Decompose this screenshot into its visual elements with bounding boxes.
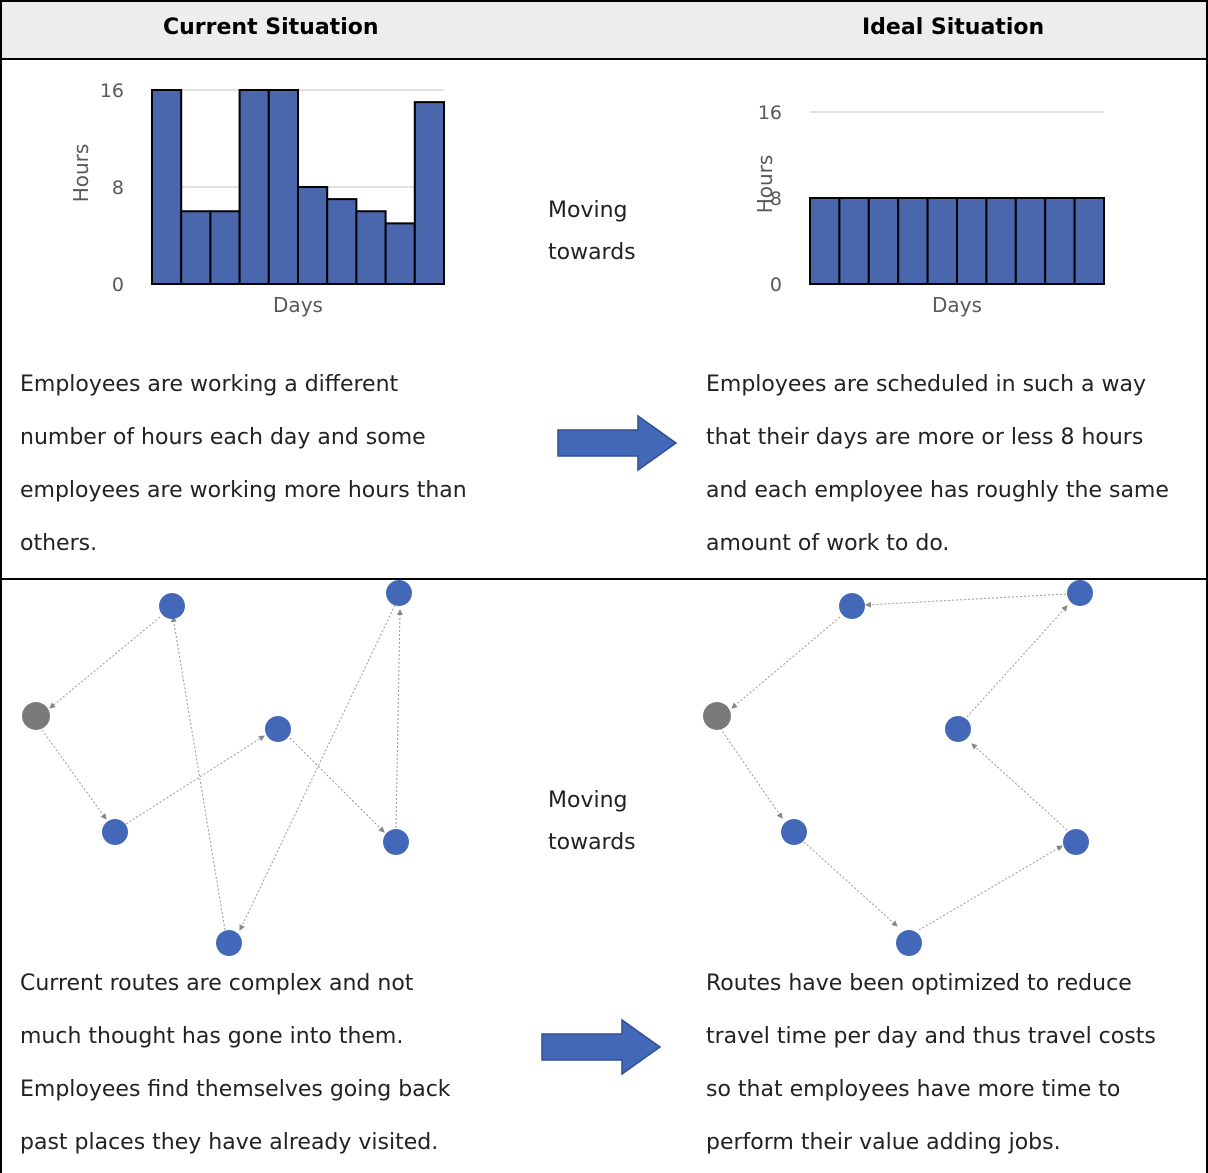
header-row (2, 2, 1206, 58)
route-node (781, 819, 807, 845)
header-divider (0, 58, 1208, 60)
route-node (1067, 580, 1093, 606)
current-routes-text: Current routes are complex and not much … (20, 971, 451, 1155)
bar (926, 197, 959, 285)
route-edge (803, 841, 898, 927)
y-axis-label: Hours (753, 155, 777, 214)
ideal-hours-text: Employees are scheduled in such a way th… (706, 372, 1169, 556)
route-edge (41, 729, 107, 820)
ideal-routes-text: Routes have been optimized to reduce tra… (706, 971, 1156, 1155)
current-hours-text: Employees are working a different number… (20, 372, 467, 556)
y-axis-label: Hours (69, 144, 93, 203)
y-tick-label: 8 (112, 177, 124, 199)
bar (867, 197, 900, 285)
header-ideal: Ideal Situation (862, 15, 1045, 40)
moving-towards-label-2: Moving towards (548, 788, 636, 855)
route-node (383, 829, 409, 855)
x-axis-label: Days (273, 293, 323, 317)
route-edge (395, 609, 403, 829)
route-diagram-current (22, 580, 412, 956)
bar (180, 210, 212, 285)
bar (1073, 197, 1106, 285)
route-node (159, 593, 185, 619)
bar (238, 89, 270, 285)
route-diagram-ideal (703, 580, 1093, 956)
bar (809, 197, 841, 285)
bar (985, 197, 1017, 285)
moving-towards-label-1: Moving towards (548, 198, 636, 265)
bar (267, 89, 300, 285)
route-edge (865, 593, 1067, 608)
route-edge (717, 724, 783, 819)
bar (838, 197, 870, 285)
route-edge (918, 845, 1063, 931)
right-arrow-icon (557, 414, 678, 472)
route-node (839, 593, 865, 619)
y-tick-label: 0 (112, 274, 124, 296)
y-tick-label: 16 (758, 102, 782, 124)
y-tick-label: 16 (100, 80, 124, 102)
route-edge (49, 616, 161, 709)
bar (897, 197, 929, 285)
route-edge (731, 616, 841, 709)
route-edge (966, 605, 1068, 718)
route-node (216, 930, 242, 956)
depot-node (22, 702, 50, 730)
row-divider (0, 578, 1208, 580)
bar (384, 222, 416, 285)
chart-ideal: 0 8 16 Days Hours (753, 102, 1106, 317)
bar (297, 186, 329, 285)
bar (1014, 197, 1047, 285)
right-arrow-icon (541, 1018, 662, 1076)
bar (326, 198, 358, 285)
bar (209, 210, 241, 285)
route-edge (971, 743, 1068, 831)
route-node (265, 716, 291, 742)
route-node (1063, 829, 1089, 855)
bar (355, 210, 387, 285)
bar (413, 101, 445, 285)
route-node (945, 716, 971, 742)
bar (151, 89, 183, 285)
route-node (386, 580, 412, 606)
route-node (896, 930, 922, 956)
table-top-border (0, 0, 1208, 2)
depot-node (703, 702, 731, 730)
table-left-border (0, 0, 2, 1173)
y-tick-label: 0 (770, 274, 782, 296)
bar (1044, 197, 1076, 285)
route-edge (289, 737, 385, 833)
route-node (102, 819, 128, 845)
bar (956, 197, 988, 285)
x-axis-label: Days (932, 293, 982, 317)
route-edge (170, 616, 226, 931)
route-edge (125, 735, 265, 825)
chart-current: 0 8 16 Days Hours (69, 80, 445, 317)
header-current: Current Situation (163, 15, 379, 40)
table-right-border (1206, 0, 1208, 1173)
y-tick-label: 8 (770, 188, 782, 210)
route-edge (239, 604, 396, 931)
